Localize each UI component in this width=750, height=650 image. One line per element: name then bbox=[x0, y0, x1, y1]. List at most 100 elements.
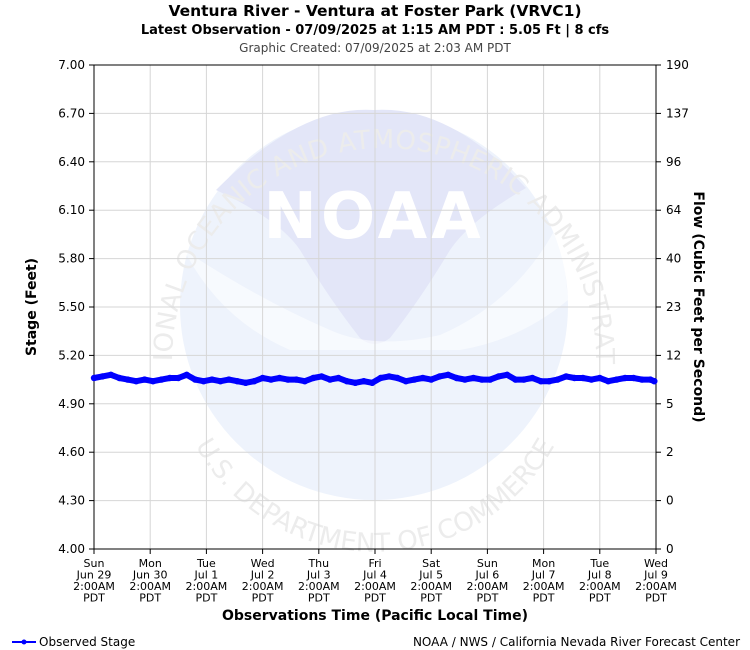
legend: Observed Stage bbox=[12, 635, 135, 649]
x-tick-label-line: PDT bbox=[308, 592, 330, 605]
data-point bbox=[326, 376, 334, 383]
y-tick-label-5: 5.50 bbox=[58, 300, 85, 314]
data-point bbox=[133, 378, 140, 385]
data-point bbox=[251, 378, 258, 385]
x-tick-label-line: 2:00AM bbox=[635, 580, 677, 593]
graphic-created-text: Graphic Created: 07/09/2025 at 2:03 AM P… bbox=[239, 41, 511, 55]
y-tick-label-8: 4.60 bbox=[58, 445, 85, 459]
watermark-bird bbox=[216, 109, 526, 344]
data-point bbox=[90, 374, 98, 382]
data-point bbox=[520, 376, 528, 383]
y2-tick-label-10: 0 bbox=[666, 542, 674, 556]
data-point bbox=[638, 376, 646, 383]
y2-tick-label-4: 40 bbox=[666, 252, 681, 266]
data-point bbox=[453, 374, 460, 382]
data-point bbox=[225, 376, 233, 383]
x-tick-label-line: PDT bbox=[589, 592, 611, 605]
x-tick-label-line: Jul 3 bbox=[306, 569, 331, 582]
x-tick-label-line: Sun bbox=[84, 557, 105, 570]
data-point bbox=[360, 378, 367, 385]
data-point bbox=[546, 378, 553, 385]
y2-tick-label-2: 96 bbox=[666, 155, 681, 169]
y2-tick-label-7: 5 bbox=[666, 397, 674, 411]
data-point bbox=[579, 374, 587, 382]
y2-tick-label-5: 23 bbox=[666, 300, 681, 314]
x-tick-label-line: PDT bbox=[645, 592, 667, 605]
x-tick-label-line: PDT bbox=[195, 592, 217, 605]
data-point bbox=[470, 374, 477, 382]
y-tick-label-6: 5.20 bbox=[58, 348, 85, 362]
x-tick-label-line: 2:00AM bbox=[186, 580, 228, 593]
x-tick-label-line: Jul 6 bbox=[475, 569, 500, 582]
data-point bbox=[293, 376, 300, 383]
data-point bbox=[630, 374, 637, 382]
x-tick-label-line: Jul 4 bbox=[362, 569, 387, 582]
data-point bbox=[166, 374, 174, 382]
x-tick-label-line: Sat bbox=[422, 557, 441, 570]
data-point bbox=[276, 374, 283, 382]
y2-axis-label: Flow (Cubic Feet per Second) bbox=[690, 191, 706, 422]
data-point bbox=[588, 376, 595, 383]
data-point bbox=[208, 376, 216, 383]
x-tick-label-line: Jul 8 bbox=[587, 569, 612, 582]
x-tick-label-line: PDT bbox=[364, 592, 386, 605]
x-tick-label-line: Mon bbox=[139, 557, 162, 570]
x-tick-label-2: Tue Jul 1 2:00AM PDT bbox=[186, 557, 228, 605]
data-point bbox=[369, 379, 376, 386]
x-tick-label-6: Sat Jul 5 2:00AM PDT bbox=[410, 557, 452, 605]
watermark-logo-text: NOAA bbox=[263, 180, 484, 254]
x-axis-label: Observations Time (Pacific Local Time) bbox=[222, 608, 528, 624]
data-point bbox=[318, 373, 325, 380]
data-point bbox=[529, 374, 536, 382]
y-tick-label-0: 7.00 bbox=[58, 58, 85, 72]
data-point bbox=[651, 378, 658, 385]
x-tick-label-line: PDT bbox=[476, 592, 498, 605]
x-tick-label-line: Jun 29 bbox=[76, 569, 112, 582]
y-tick-label-1: 6.70 bbox=[58, 106, 85, 120]
data-point bbox=[461, 376, 469, 383]
x-tick-label-8: Mon Jul 7 2:00AM PDT bbox=[523, 557, 565, 605]
x-tick-label-line: 2:00AM bbox=[579, 580, 621, 593]
data-point bbox=[200, 378, 207, 385]
x-tick-label-line: PDT bbox=[83, 592, 105, 605]
data-point bbox=[183, 371, 190, 378]
x-tick-label-line: Tue bbox=[196, 557, 216, 570]
data-point bbox=[394, 374, 401, 382]
x-tick-label-line: Jul 2 bbox=[250, 569, 275, 582]
data-point bbox=[571, 374, 578, 382]
data-point bbox=[267, 376, 275, 383]
x-tick-label-1: Mon Jun 30 2:00AM PDT bbox=[129, 557, 171, 605]
x-tick-label-line: 2:00AM bbox=[410, 580, 452, 593]
y2-axis-ticks: 190 137 96 64 40 23 12 5 2 0 0 bbox=[656, 58, 689, 556]
x-tick-label-line: Mon bbox=[532, 557, 555, 570]
y-tick-label-4: 5.80 bbox=[58, 252, 85, 266]
data-point bbox=[428, 376, 435, 383]
y-tick-label-10: 4.00 bbox=[58, 542, 85, 556]
data-point bbox=[605, 378, 612, 385]
x-tick-label-line: Jul 5 bbox=[418, 569, 443, 582]
y2-tick-label-0: 190 bbox=[666, 58, 689, 72]
y2-tick-label-6: 12 bbox=[666, 348, 681, 362]
x-tick-label-line: Jul 9 bbox=[643, 569, 668, 582]
x-tick-label-line: Wed bbox=[251, 557, 275, 570]
data-point bbox=[419, 374, 426, 382]
data-point bbox=[175, 374, 182, 382]
y2-tick-label-1: 137 bbox=[666, 106, 689, 120]
chart-title: Ventura River - Ventura at Foster Park (… bbox=[168, 2, 581, 20]
legend-label: Observed Stage bbox=[39, 635, 135, 649]
x-tick-label-7: Sun Jul 6 2:00AM PDT bbox=[467, 557, 509, 605]
data-point bbox=[242, 379, 249, 386]
x-tick-label-3: Wed Jul 2 2:00AM PDT bbox=[242, 557, 284, 605]
y-tick-label-7: 4.90 bbox=[58, 397, 85, 411]
data-point bbox=[621, 374, 629, 382]
chart-subtitle: Latest Observation - 07/09/2025 at 1:15 … bbox=[141, 23, 610, 38]
data-point bbox=[124, 376, 131, 383]
data-point bbox=[310, 374, 317, 382]
data-point bbox=[411, 376, 418, 383]
x-tick-label-0: Sun Jun 29 2:00AM PDT bbox=[73, 557, 115, 605]
data-point bbox=[512, 376, 519, 383]
x-tick-label-line: PDT bbox=[139, 592, 161, 605]
x-tick-label-line: Sun bbox=[477, 557, 498, 570]
data-point bbox=[377, 374, 384, 382]
